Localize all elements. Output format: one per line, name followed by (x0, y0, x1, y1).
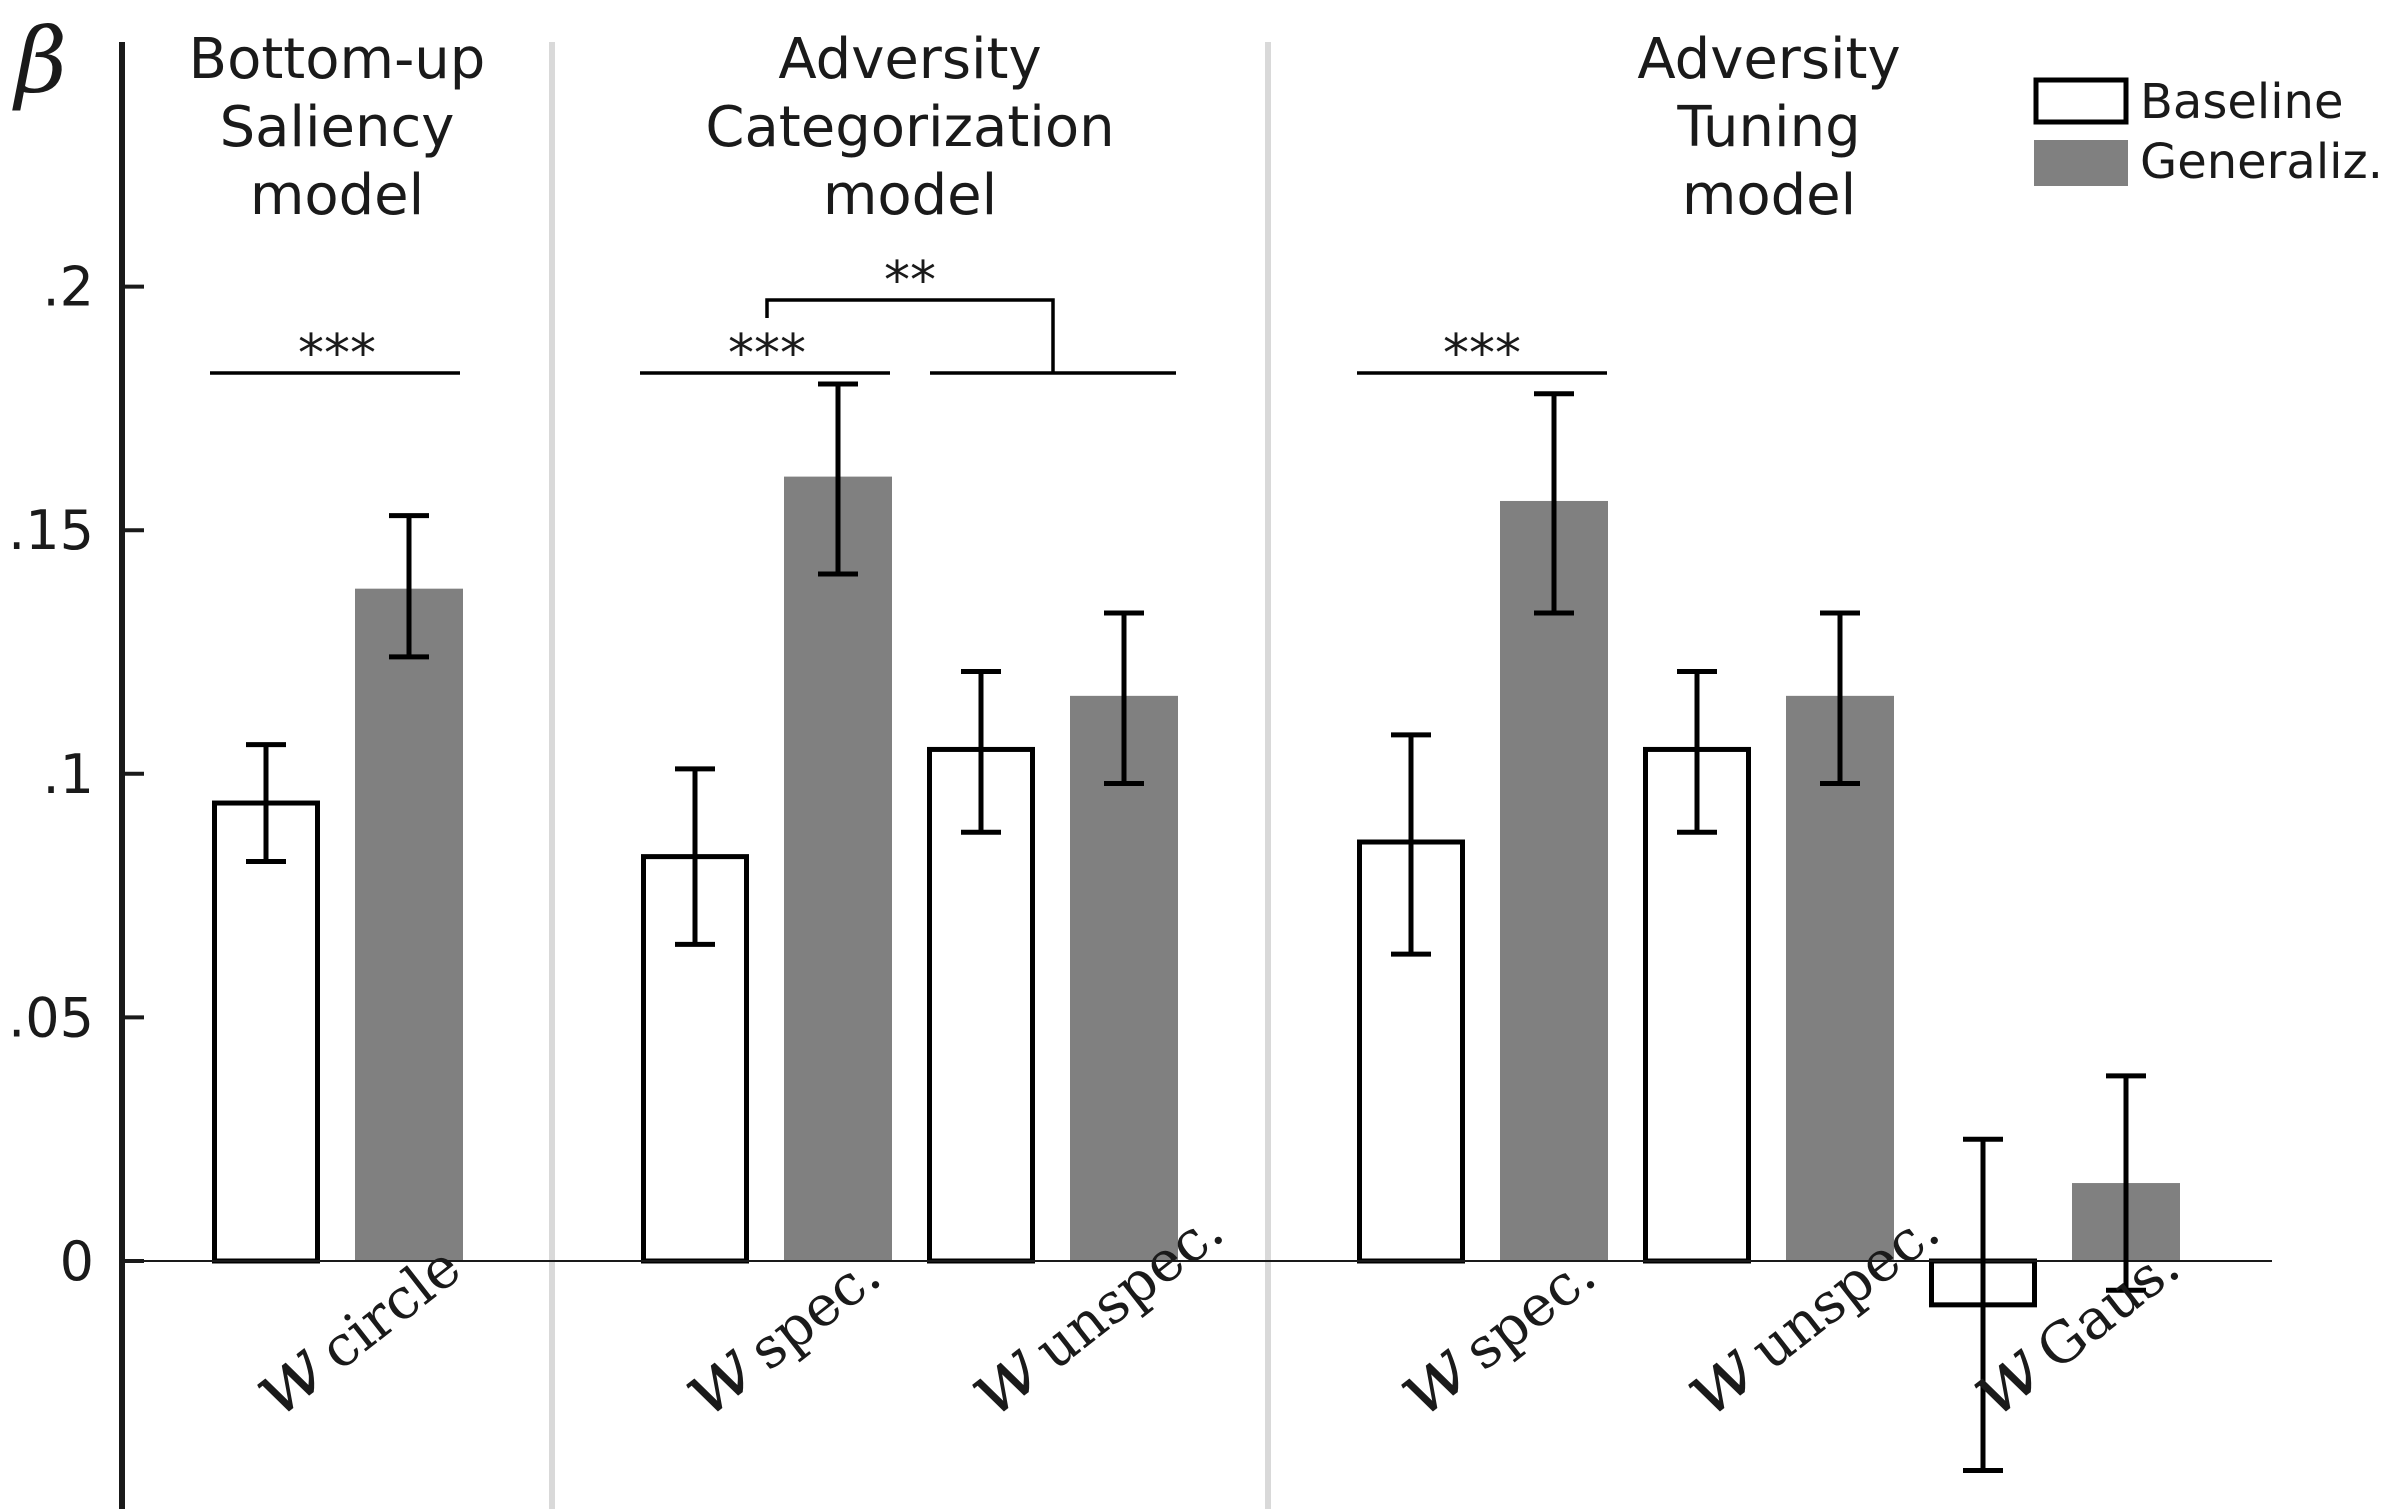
legend-label: Generaliz. (2140, 134, 2383, 190)
bar-generalization (1786, 695, 1894, 1261)
y-tick-label: .2 (42, 256, 94, 319)
group-separators (549, 42, 1271, 1509)
y-tick-label: .1 (42, 743, 94, 806)
legend-swatch-generalization (2034, 140, 2128, 186)
bar-baseline (212, 800, 320, 1264)
group-title-line: Saliency (220, 95, 455, 160)
bar-generalization (355, 588, 463, 1261)
category-subscript: spec. (737, 1241, 893, 1383)
y-tick-label: 0 (60, 1230, 94, 1293)
group-title-line: model (1682, 163, 1856, 228)
y-axis-label: β (12, 9, 67, 114)
significance-markers: *** ******** (210, 251, 1607, 384)
group-title-line: Categorization (705, 95, 1114, 160)
y-axis: 0 .05 .1 .15 .2 β (8, 9, 144, 1509)
bar-generalization (784, 476, 892, 1261)
significance-stars: *** (728, 324, 806, 384)
bars (212, 476, 2180, 1308)
bar-generalization (1500, 500, 1608, 1261)
group-title-line: Bottom-up (189, 27, 486, 92)
bar-generalization (1070, 695, 1178, 1261)
legend-label: Baseline (2140, 74, 2344, 130)
group-title-line: Adversity (778, 27, 1041, 92)
group-titles: Bottom-upSaliencymodelAdversityCategoriz… (189, 27, 1901, 228)
significance-stars: ** (884, 251, 936, 311)
y-tick-label: .15 (8, 499, 94, 562)
legend-swatch-baseline (2033, 77, 2129, 125)
category-subscript: spec. (1452, 1241, 1608, 1383)
significance-stars: *** (1443, 324, 1521, 384)
y-tick-label: .05 (8, 986, 94, 1049)
group-title-line: Adversity (1637, 27, 1900, 92)
group-title-line: model (823, 163, 997, 228)
significance-bracket (765, 298, 1055, 373)
significance-stars: *** (298, 324, 376, 384)
group-title-line: Tuning (1676, 95, 1860, 160)
group-title-line: model (250, 163, 424, 228)
error-bars (246, 381, 2146, 1473)
